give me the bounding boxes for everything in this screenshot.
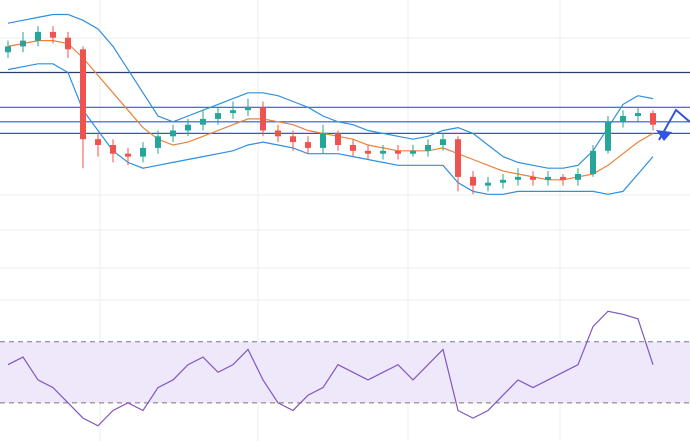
candle-body	[140, 147, 146, 157]
candle-body	[335, 133, 341, 145]
candle-body	[275, 130, 281, 137]
candle-body	[50, 31, 56, 38]
candle-body	[440, 139, 446, 145]
candle-body	[395, 150, 401, 154]
candle-body	[20, 40, 26, 47]
rsi-band	[0, 341, 690, 403]
candle-body	[65, 37, 71, 50]
candle-body	[305, 142, 311, 148]
candle-body	[500, 179, 506, 183]
candle-body	[95, 139, 101, 145]
projection	[658, 108, 690, 141]
candle-body	[245, 107, 251, 111]
rsi-line	[7, 310, 654, 427]
candle-body	[620, 116, 626, 122]
candle-body	[425, 145, 431, 151]
candle-body	[185, 124, 191, 131]
candle-body	[170, 130, 176, 137]
candle-body	[530, 176, 536, 180]
candle-body	[365, 150, 371, 154]
candle-body	[35, 31, 41, 41]
indicator-line	[7, 40, 654, 181]
candle-body	[155, 136, 161, 148]
candle-body	[590, 150, 596, 174]
candle-body	[605, 121, 611, 151]
candle-body	[470, 176, 476, 186]
candle-body	[485, 182, 491, 186]
candle-body	[5, 46, 11, 53]
candle-body	[575, 174, 581, 180]
indicator-line	[7, 13, 654, 169]
candle-body	[215, 113, 221, 119]
candle-body	[650, 113, 656, 125]
candle-body	[110, 145, 116, 154]
candle-body	[80, 49, 86, 140]
candle-body	[410, 150, 416, 154]
candle-body	[260, 107, 266, 131]
candle-body	[350, 145, 356, 151]
candle-body	[545, 176, 551, 180]
candle-body	[560, 176, 566, 180]
candle-body	[455, 139, 461, 177]
candle-body	[320, 133, 326, 148]
candle-body	[635, 113, 641, 116]
candle-body	[200, 118, 206, 125]
candle-body	[515, 176, 521, 180]
candle-body	[230, 110, 236, 114]
candle-body	[125, 153, 131, 157]
candle-body	[380, 150, 386, 154]
projection-arrow	[656, 130, 672, 141]
candle-body	[290, 136, 296, 143]
